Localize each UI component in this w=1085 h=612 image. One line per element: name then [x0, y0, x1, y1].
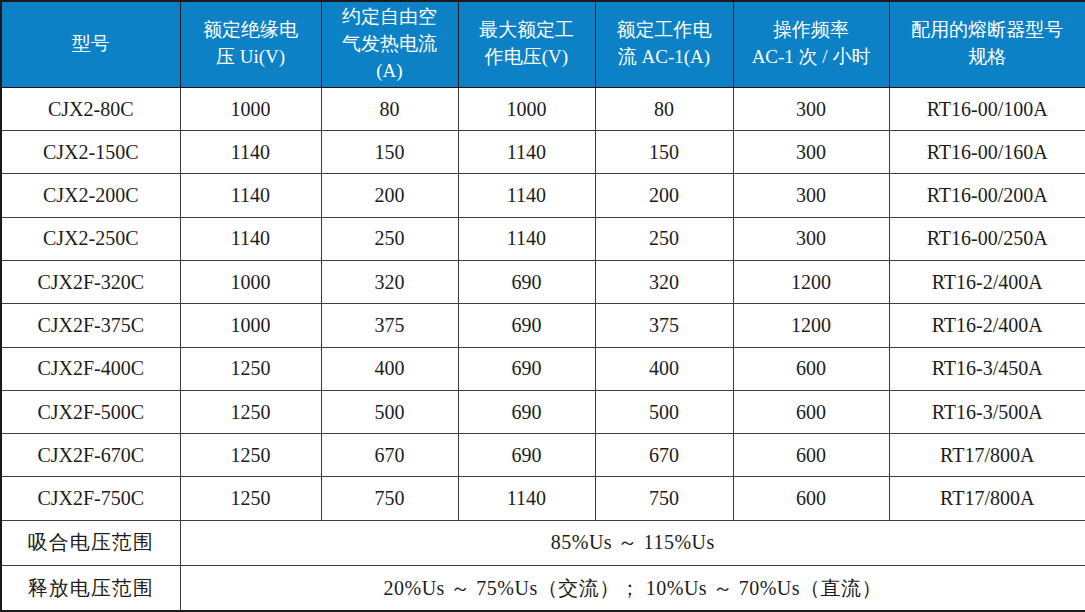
value-cell: 320 — [595, 261, 733, 304]
value-cell: 1250 — [180, 347, 321, 390]
value-cell: 1140 — [180, 217, 321, 260]
value-cell: 500 — [595, 390, 733, 433]
contactor-spec-table-container: 型号 额定绝缘电 压 Ui(V) 约定自由空 气发热电流 (A) 最大额定工 作… — [0, 0, 1085, 612]
value-cell: 250 — [595, 217, 733, 260]
release-voltage-label: 释放电压范围 — [1, 566, 180, 611]
table-row: CJX2F-320C10003206903201200RT16-2/400A — [1, 261, 1085, 304]
model-cell: CJX2F-500C — [1, 390, 180, 433]
model-cell: CJX2F-670C — [1, 434, 180, 477]
value-cell: 690 — [458, 347, 595, 390]
col-header-conventional-thermal-current: 约定自由空 气发热电流 (A) — [321, 1, 458, 87]
value-cell: RT16-00/160A — [889, 131, 1085, 174]
value-cell: 1140 — [458, 131, 595, 174]
value-cell: 300 — [733, 217, 889, 260]
value-cell: 750 — [595, 477, 733, 520]
col-header-max-rated-working-voltage: 最大额定工 作电压(V) — [458, 1, 595, 87]
model-cell: CJX2-150C — [1, 131, 180, 174]
pickup-voltage-row: 吸合电压范围 85%Us ～ 115%Us — [1, 520, 1085, 565]
value-cell: 600 — [733, 434, 889, 477]
value-cell: 150 — [321, 131, 458, 174]
value-cell: 690 — [458, 304, 595, 347]
contactor-spec-table: 型号 额定绝缘电 压 Ui(V) 约定自由空 气发热电流 (A) 最大额定工 作… — [0, 0, 1085, 612]
pickup-voltage-value: 85%Us ～ 115%Us — [180, 520, 1085, 565]
pickup-voltage-label: 吸合电压范围 — [1, 520, 180, 565]
col-header-rated-insulation-voltage: 额定绝缘电 压 Ui(V) — [180, 1, 321, 87]
value-cell: 1200 — [733, 261, 889, 304]
table-row: CJX2-80C100080100080300RT16-00/100A — [1, 87, 1085, 130]
model-cell: CJX2-80C — [1, 87, 180, 130]
value-cell: 670 — [321, 434, 458, 477]
value-cell: 690 — [458, 261, 595, 304]
value-cell: 200 — [595, 174, 733, 217]
model-cell: CJX2-200C — [1, 174, 180, 217]
value-cell: 375 — [595, 304, 733, 347]
release-voltage-value: 20%Us ～ 75%Us（交流）； 10%Us ～ 70%Us（直流） — [180, 566, 1085, 611]
model-cell: CJX2F-320C — [1, 261, 180, 304]
value-cell: 300 — [733, 174, 889, 217]
table-row: CJX2F-500C1250500690500600RT16-3/500A — [1, 390, 1085, 433]
value-cell: 600 — [733, 390, 889, 433]
value-cell: 1250 — [180, 434, 321, 477]
value-cell: RT16-3/450A — [889, 347, 1085, 390]
col-header-fuse-type: 配用的熔断器型号 规格 — [889, 1, 1085, 87]
table-header: 型号 额定绝缘电 压 Ui(V) 约定自由空 气发热电流 (A) 最大额定工 作… — [1, 1, 1085, 87]
table-row: CJX2F-400C1250400690400600RT16-3/450A — [1, 347, 1085, 390]
value-cell: 1000 — [180, 87, 321, 130]
value-cell: 1000 — [458, 87, 595, 130]
value-cell: RT17/800A — [889, 477, 1085, 520]
value-cell: RT16-3/500A — [889, 390, 1085, 433]
table-body: CJX2-80C100080100080300RT16-00/100ACJX2-… — [1, 87, 1085, 520]
value-cell: 1200 — [733, 304, 889, 347]
table-footer: 吸合电压范围 85%Us ～ 115%Us 释放电压范围 20%Us ～ 75%… — [1, 520, 1085, 611]
value-cell: 200 — [321, 174, 458, 217]
value-cell: RT16-2/400A — [889, 304, 1085, 347]
value-cell: 1140 — [458, 174, 595, 217]
value-cell: 400 — [321, 347, 458, 390]
value-cell: 600 — [733, 347, 889, 390]
value-cell: RT16-00/200A — [889, 174, 1085, 217]
value-cell: 1250 — [180, 390, 321, 433]
value-cell: 1140 — [180, 131, 321, 174]
value-cell: 375 — [321, 304, 458, 347]
value-cell: 400 — [595, 347, 733, 390]
value-cell: 500 — [321, 390, 458, 433]
col-header-model: 型号 — [1, 1, 180, 87]
table-row: CJX2F-670C1250670690670600RT17/800A — [1, 434, 1085, 477]
value-cell: RT16-00/100A — [889, 87, 1085, 130]
table-row: CJX2-250C11402501140250300RT16-00/250A — [1, 217, 1085, 260]
table-row: CJX2F-750C12507501140750600RT17/800A — [1, 477, 1085, 520]
value-cell: 690 — [458, 390, 595, 433]
table-row: CJX2F-375C10003756903751200RT16-2/400A — [1, 304, 1085, 347]
value-cell: RT16-2/400A — [889, 261, 1085, 304]
value-cell: 1140 — [458, 477, 595, 520]
value-cell: 80 — [321, 87, 458, 130]
table-row: CJX2-200C11402001140200300RT16-00/200A — [1, 174, 1085, 217]
value-cell: 1250 — [180, 477, 321, 520]
model-cell: CJX2-250C — [1, 217, 180, 260]
value-cell: 300 — [733, 131, 889, 174]
model-cell: CJX2F-375C — [1, 304, 180, 347]
value-cell: 1140 — [180, 174, 321, 217]
value-cell: 600 — [733, 477, 889, 520]
value-cell: 250 — [321, 217, 458, 260]
value-cell: 300 — [733, 87, 889, 130]
value-cell: 320 — [321, 261, 458, 304]
table-row: CJX2-150C11401501140150300RT16-00/160A — [1, 131, 1085, 174]
value-cell: RT16-00/250A — [889, 217, 1085, 260]
value-cell: 670 — [595, 434, 733, 477]
model-cell: CJX2F-400C — [1, 347, 180, 390]
col-header-rated-working-current: 额定工作电 流 AC-1(A) — [595, 1, 733, 87]
value-cell: RT17/800A — [889, 434, 1085, 477]
header-row: 型号 额定绝缘电 压 Ui(V) 约定自由空 气发热电流 (A) 最大额定工 作… — [1, 1, 1085, 87]
release-voltage-row: 释放电压范围 20%Us ～ 75%Us（交流）； 10%Us ～ 70%Us（… — [1, 566, 1085, 611]
value-cell: 690 — [458, 434, 595, 477]
value-cell: 750 — [321, 477, 458, 520]
value-cell: 1140 — [458, 217, 595, 260]
value-cell: 1000 — [180, 304, 321, 347]
value-cell: 1000 — [180, 261, 321, 304]
model-cell: CJX2F-750C — [1, 477, 180, 520]
value-cell: 150 — [595, 131, 733, 174]
value-cell: 80 — [595, 87, 733, 130]
col-header-operating-frequency: 操作频率 AC-1 次 / 小时 — [733, 1, 889, 87]
